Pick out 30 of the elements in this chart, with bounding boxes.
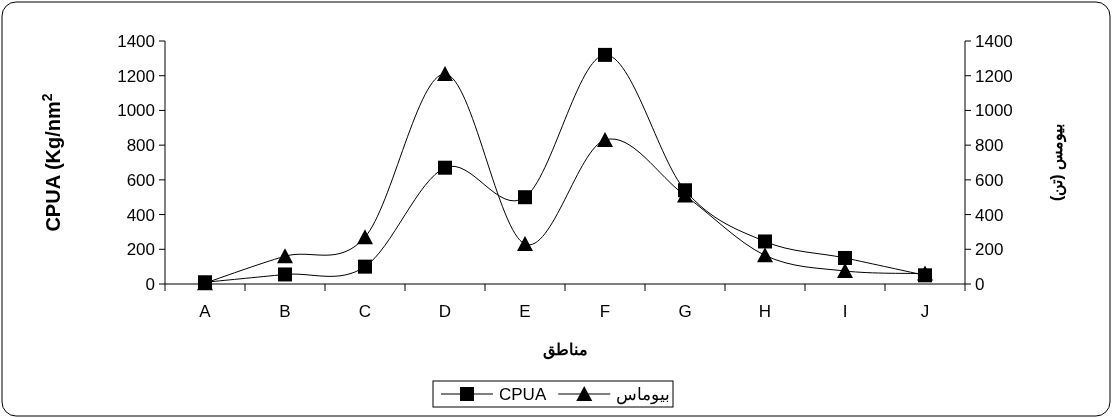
y2-tick-label: 0 — [975, 275, 985, 294]
y-tick-label: 200 — [126, 240, 155, 260]
y2-tick-label: 1200 — [975, 66, 1013, 86]
y2-tick-label: 200 — [975, 240, 1004, 260]
y2-tick-label: 800 — [975, 136, 1004, 156]
x-tick-label: A — [199, 302, 212, 321]
x-tick-label: C — [358, 302, 372, 321]
y-tick-label: 600 — [126, 170, 155, 190]
y2-tick-label: 1400 — [975, 32, 1013, 51]
y-tick-label: 400 — [126, 205, 155, 225]
y2-tick-label: 600 — [975, 170, 1004, 190]
x-tick-label: I — [842, 302, 848, 321]
x-tick-label: F — [599, 302, 611, 321]
y-tick-label: 1200 — [117, 66, 155, 86]
legend-label: بیوماس — [616, 385, 671, 405]
x-tick-label: E — [519, 302, 531, 321]
y-tick-label: 0 — [145, 275, 155, 294]
x-tick-label: D — [438, 302, 452, 321]
y-tick-label: 800 — [126, 136, 155, 156]
y2-tick-label: 1000 — [975, 101, 1013, 121]
legend-label: CPUA — [499, 385, 547, 404]
y-tick-label: 1400 — [117, 32, 155, 51]
x-tick-label: G — [678, 302, 692, 321]
x-axis-title: مناطق — [542, 341, 588, 360]
x-tick-label: J — [920, 302, 930, 321]
y2-axis-title: بیومس (تن) — [1048, 123, 1067, 202]
y-tick-label: 1000 — [117, 101, 155, 121]
x-tick-label: B — [279, 302, 291, 321]
x-tick-label: H — [758, 302, 772, 321]
y2-tick-label: 400 — [975, 205, 1004, 225]
